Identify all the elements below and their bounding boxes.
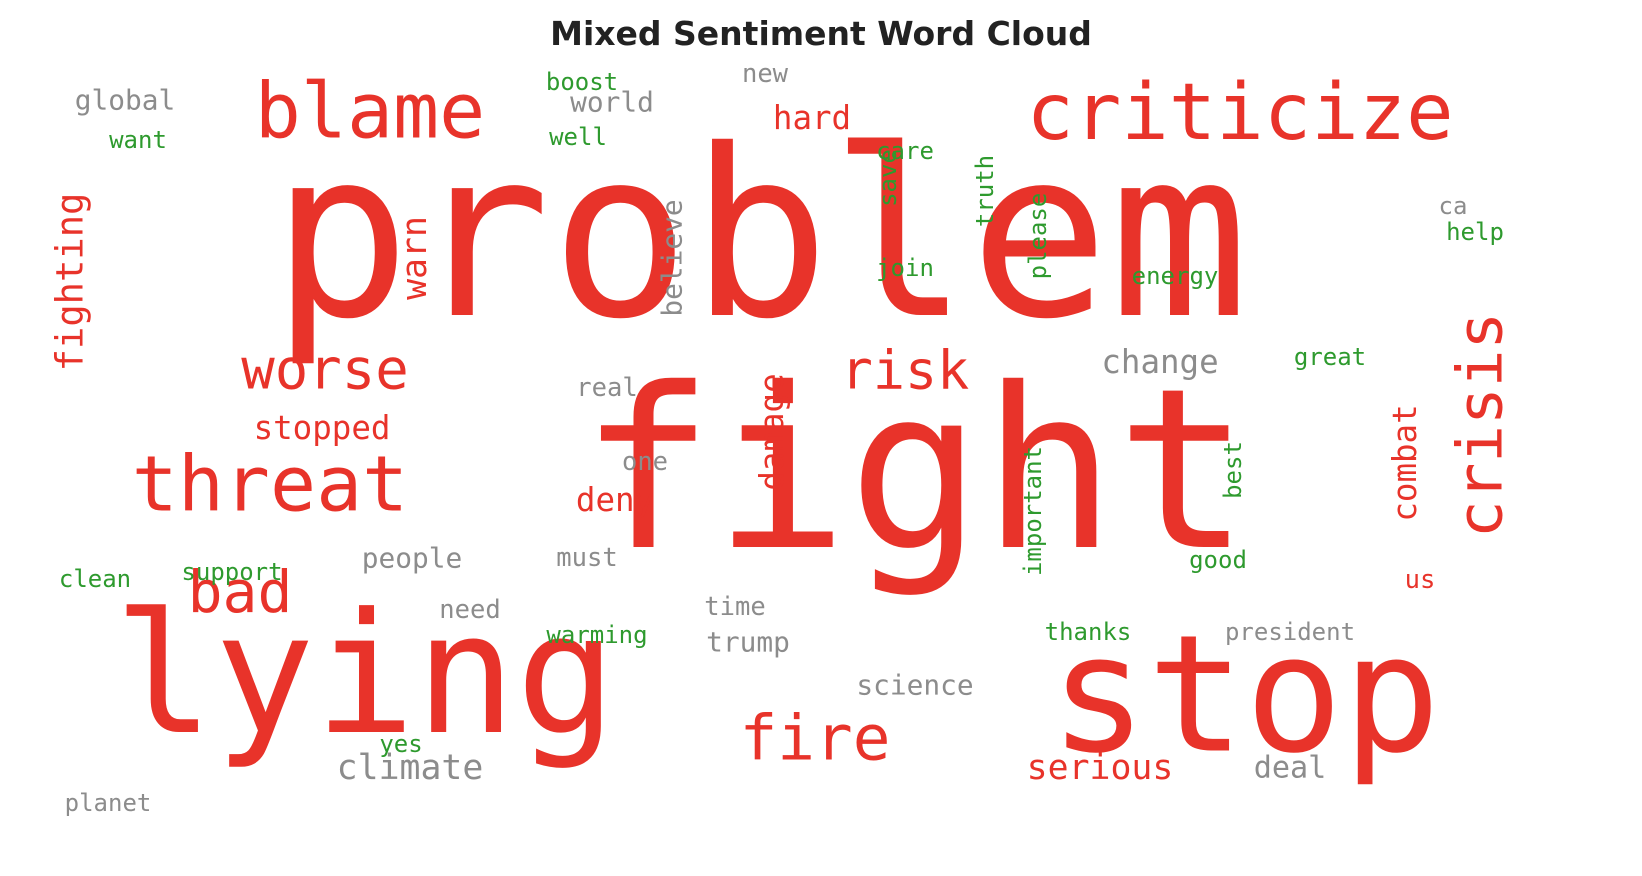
word-save: save [874, 149, 902, 207]
word-bad: bad [188, 558, 293, 626]
word-warming: warming [546, 621, 647, 649]
word-fighting: fighting [49, 193, 92, 372]
word-best: best [1219, 441, 1247, 499]
word-hard: hard [773, 99, 851, 137]
word-risk: risk [841, 339, 970, 402]
word-truth: truth [971, 155, 999, 227]
word-us: us [1405, 565, 1436, 595]
word-trump: trump [706, 626, 790, 659]
word-science: science [856, 669, 973, 702]
word-good: good [1189, 546, 1247, 574]
word-problem: problem [271, 100, 1249, 370]
word-blame: blame [255, 68, 485, 157]
word-time: time [704, 592, 765, 622]
word-help: help [1446, 218, 1504, 246]
word-care: care [876, 137, 934, 165]
word-global: global [75, 84, 176, 117]
word-new: new [742, 59, 789, 89]
word-people: people [362, 542, 463, 575]
word-deal: deal [1254, 751, 1327, 786]
word-yes: yes [379, 730, 422, 758]
word-must: must [556, 543, 617, 573]
word-combat: combat [1386, 404, 1424, 521]
word-need: need [439, 595, 500, 625]
word-fire: fire [740, 702, 891, 775]
word-want: want [109, 126, 167, 154]
chart-title: Mixed Sentiment Word Cloud [550, 14, 1092, 53]
word-criticize: criticize [1026, 66, 1453, 158]
word-deny: deny [576, 481, 654, 519]
word-world: world [570, 86, 654, 119]
word-please: please [1024, 193, 1052, 280]
word-stopped: stopped [254, 409, 391, 447]
word-president: president [1225, 618, 1355, 646]
word-well: well [549, 123, 607, 151]
word-one: one [622, 447, 668, 477]
word-ca: ca [1439, 192, 1468, 220]
word-energy: energy [1132, 262, 1219, 290]
word-real: real [576, 373, 637, 403]
word-important: important [1019, 446, 1047, 576]
word-climate: climate [337, 748, 484, 788]
word-clean: clean [59, 565, 131, 593]
word-support: support [181, 558, 282, 586]
word-stop: stop [1049, 601, 1440, 790]
word-damage: damage [753, 373, 791, 490]
word-lying: lying [114, 578, 617, 772]
word-thanks: thanks [1045, 618, 1132, 646]
word-change: change [1101, 343, 1218, 381]
word-threat: threat [132, 441, 409, 530]
word-boost: boost [546, 68, 618, 96]
word-join: join [876, 254, 934, 282]
word-believe: believe [656, 199, 689, 316]
word-warn: warn [395, 216, 435, 300]
word-worse: worse [241, 338, 409, 403]
word-serious: serious [1027, 748, 1174, 788]
word-planet: planet [65, 789, 152, 817]
word-fight: fight [580, 340, 1250, 600]
word-crisis: crisis [1444, 312, 1517, 538]
word-great: great [1294, 343, 1366, 371]
